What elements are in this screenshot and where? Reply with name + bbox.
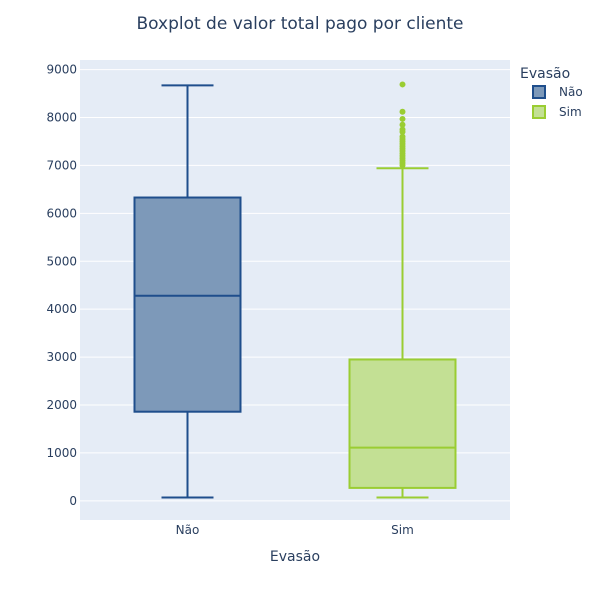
box-1: [133, 84, 242, 499]
y-tick-label: 8000: [46, 111, 77, 125]
legend-label: Sim: [559, 105, 582, 119]
legend-label: Não: [559, 85, 583, 99]
x-tick-label: Sim: [391, 523, 414, 537]
legend-swatch: [532, 85, 546, 99]
y-tick-label: 2000: [46, 398, 77, 412]
box-2: [348, 81, 457, 499]
legend-items: Não Sim: [532, 85, 583, 119]
box-iqr: [348, 358, 457, 489]
x-tick-labels: Não Sim: [176, 523, 414, 537]
y-tick-label: 1000: [46, 446, 77, 460]
x-tick-label: Não: [176, 523, 200, 537]
outlier-point: [399, 81, 406, 88]
y-tick-label: 9000: [46, 63, 77, 77]
chart-title: Boxplot de valor total pago por cliente: [136, 14, 463, 34]
outlier-point: [399, 115, 406, 122]
outlier-point: [399, 121, 406, 128]
legend-item: Sim: [532, 105, 582, 119]
box-iqr: [133, 196, 242, 413]
legend: Evasão Não Sim: [520, 66, 583, 119]
outlier-point: [399, 108, 406, 115]
legend-swatch: [532, 105, 546, 119]
legend-item: Não: [532, 85, 583, 99]
legend-title: Evasão: [520, 66, 570, 82]
y-tick-label: 5000: [46, 254, 77, 268]
y-tick-labels: 0 1000 2000 3000 4000 5000 6000 7000 8000 9000: [46, 63, 77, 508]
box-series: [133, 81, 457, 499]
y-tick-label: 3000: [46, 350, 77, 364]
y-tick-label: 0: [69, 494, 77, 508]
y-tick-label: 6000: [46, 206, 77, 220]
x-axis-title: Evasão: [270, 549, 320, 565]
y-tick-label: 4000: [46, 302, 77, 316]
outlier-point: [399, 133, 406, 140]
outlier-point: [399, 126, 406, 133]
y-tick-label: 7000: [46, 158, 77, 172]
